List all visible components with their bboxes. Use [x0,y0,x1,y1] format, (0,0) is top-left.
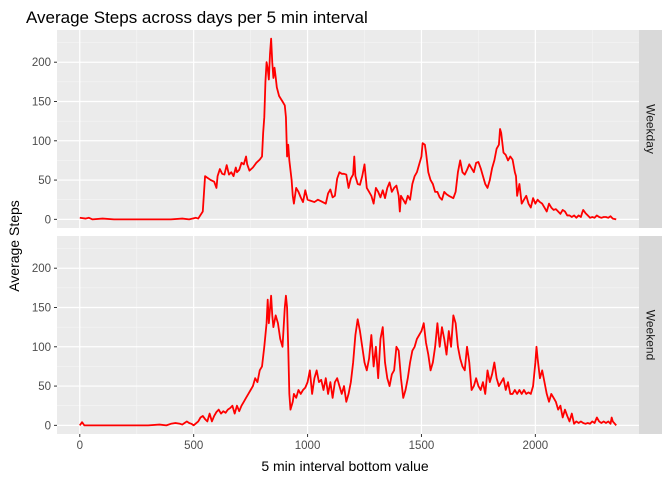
series-line-weekend [79,294,617,427]
x-tick-label: 1000 [295,440,321,452]
facet-panels: 0 50 100 150 200 Weekday 0 50 100 150 200 Weekend 0 5… [32,30,662,452]
y-tick-label: 50 [38,381,51,393]
facet-panel-weekday: 0 50 100 150 200 Weekday [32,30,662,228]
x-tick-label: 500 [184,440,203,452]
facet-strip [639,30,662,228]
y-tick-label: 0 [45,420,51,432]
y-tick-label: 200 [32,57,51,69]
chart-title: Average Steps across days per 5 min inte… [26,8,368,27]
x-tick-label: 0 [77,440,83,452]
y-tick-label: 50 [38,175,51,187]
x-tick-label: 2000 [523,440,549,452]
y-axis-title: Average Steps [6,200,22,292]
series-line-weekday [79,37,617,221]
y-tick-label: 150 [32,97,51,109]
panel-background [57,30,639,228]
y-tick-label: 150 [32,303,51,315]
y-tick-label: 100 [32,136,51,148]
x-axis-title: 5 min interval bottom value [261,458,429,474]
facet-strip-label: Weekday [644,104,658,154]
facet-panel-weekend: 0 50 100 150 200 Weekend [32,236,662,434]
y-tick-label: 0 [45,214,51,226]
x-tick-label: 1500 [409,440,435,452]
facet-strip [639,236,662,434]
facet-strip-label: Weekend [644,310,658,360]
y-tick-label: 100 [32,342,51,354]
panel-background [57,236,639,434]
y-tick-label: 200 [32,263,51,275]
